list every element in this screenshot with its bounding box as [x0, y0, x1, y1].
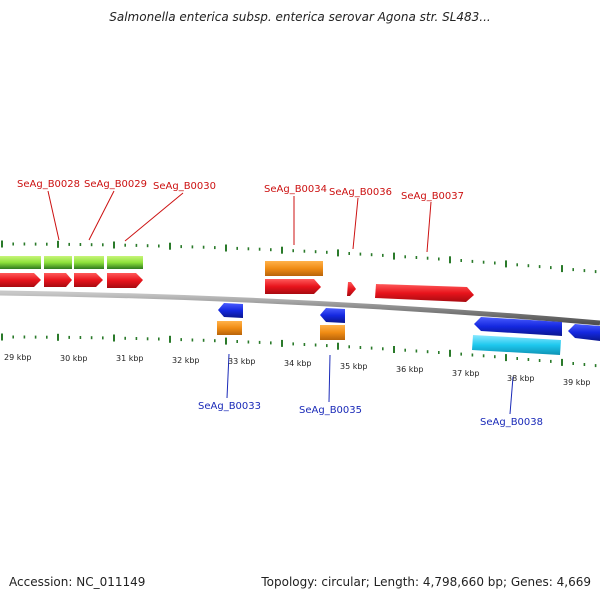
reverse-cds-arrow[interactable] [320, 308, 345, 323]
reverse-gene-feature[interactable] [472, 335, 561, 355]
forward-cds-arrow[interactable] [107, 273, 143, 288]
gene-label-reverse[interactable]: SeAg_B0035 [299, 405, 362, 416]
rna-feature[interactable] [44, 256, 72, 269]
kbp-tick-label: 38 kbp [507, 374, 535, 383]
reverse-cds-arrow[interactable] [474, 317, 562, 336]
reverse-label-leaders [226, 353, 514, 415]
kbp-tick-label: 33 kbp [228, 357, 256, 366]
gene-label-forward[interactable]: SeAg_B0036 [329, 187, 392, 198]
reverse-gene-track [217, 321, 561, 355]
reverse-gene-feature[interactable] [217, 321, 242, 335]
kbp-tick-label: 32 kbp [172, 356, 200, 365]
reverse-cds-arrow[interactable] [218, 303, 243, 318]
forward-cds-arrow[interactable] [265, 279, 321, 294]
kbp-tick-label: 31 kbp [116, 354, 144, 363]
forward-cds-arrow[interactable] [44, 273, 72, 287]
rna-feature[interactable] [107, 256, 143, 269]
accession-info: Accession: NC_011149 [9, 575, 146, 589]
rna-feature[interactable] [74, 256, 104, 269]
rna-feature[interactable] [0, 256, 41, 269]
gene-label-forward[interactable]: SeAg_B0029 [84, 179, 147, 190]
kbp-tick-label: 36 kbp [396, 365, 424, 374]
rna-track [0, 256, 143, 269]
reverse-cds-track [218, 303, 600, 341]
forward-gene-feature[interactable] [265, 261, 323, 276]
gene-label-forward[interactable]: SeAg_B0030 [153, 181, 216, 192]
kbp-tick-label: 39 kbp [563, 378, 591, 387]
gene-label-forward[interactable]: SeAg_B0037 [401, 191, 464, 202]
gene-label-reverse[interactable]: SeAg_B0033 [198, 401, 261, 412]
forward-label-leaders [47, 190, 432, 253]
gene-label-forward[interactable]: SeAg_B0034 [264, 184, 327, 195]
kbp-tick-label: 34 kbp [284, 359, 312, 368]
kbp-scale: 29 kbp 30 kbp 31 kbp 32 kbp 33 kbp 34 kb… [4, 353, 591, 387]
kbp-tick-label: 37 kbp [452, 369, 480, 378]
kbp-tick-label: 29 kbp [4, 353, 32, 362]
reverse-cds-arrow[interactable] [568, 324, 600, 341]
reverse-gene-feature[interactable] [320, 325, 345, 340]
forward-cds-arrow[interactable] [347, 282, 356, 296]
lower-tick-track [1, 333, 597, 368]
forward-cds-track [0, 273, 474, 302]
map-title: Salmonella enterica subsp. enterica sero… [109, 10, 491, 24]
topology-info: Topology: circular; Length: 4,798,660 bp… [261, 575, 591, 589]
chromosome-backbone [0, 290, 600, 326]
forward-cds-arrow[interactable] [74, 273, 103, 287]
gene-label-forward[interactable]: SeAg_B0028 [17, 179, 80, 190]
forward-cds-arrow[interactable] [375, 284, 474, 302]
kbp-tick-label: 35 kbp [340, 362, 368, 371]
gene-label-reverse[interactable]: SeAg_B0038 [480, 417, 543, 428]
upper-tick-track [1, 240, 597, 274]
kbp-tick-label: 30 kbp [60, 354, 88, 363]
forward-cds-arrow[interactable] [0, 273, 41, 287]
